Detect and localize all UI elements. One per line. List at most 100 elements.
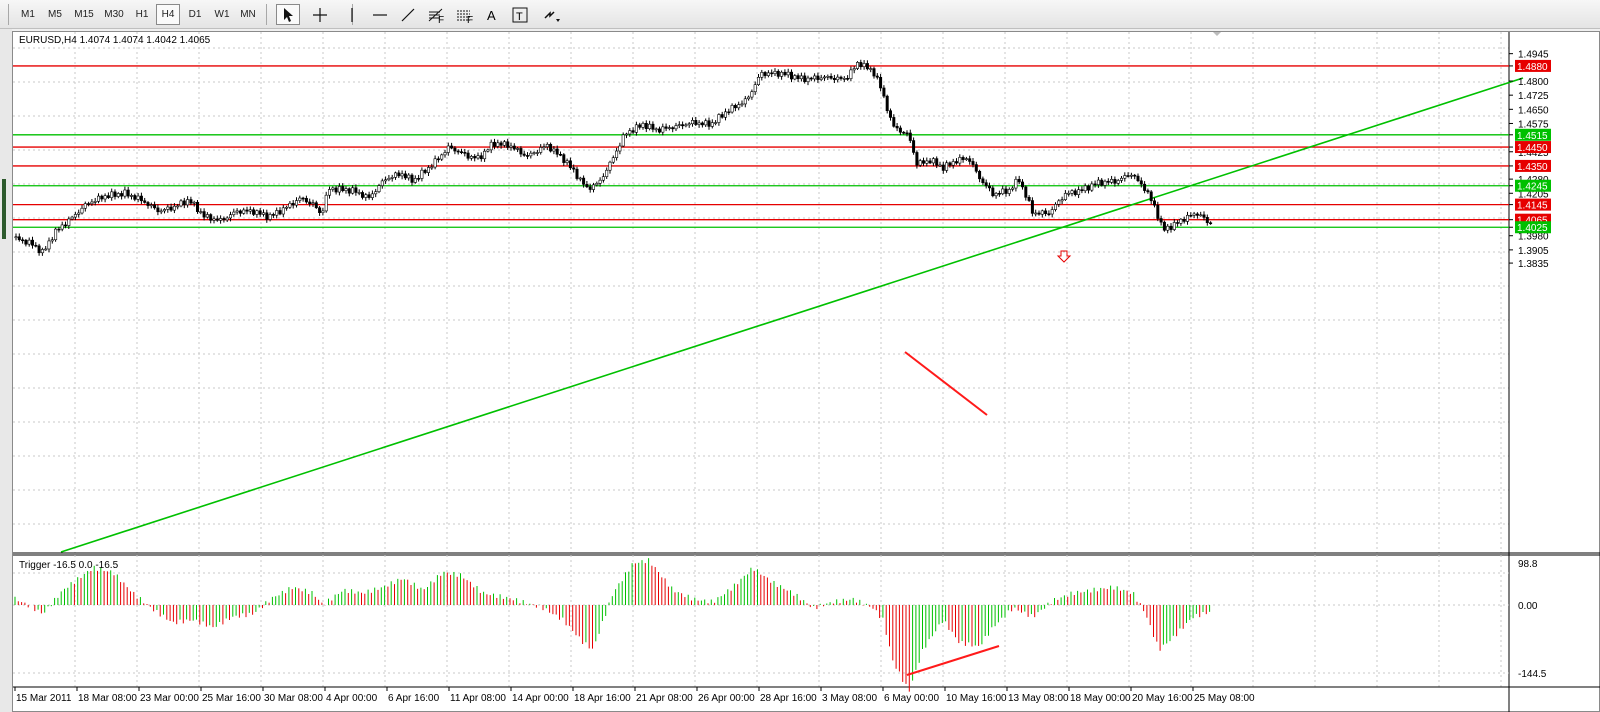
candle bbox=[143, 197, 147, 204]
candle bbox=[255, 209, 259, 218]
timeframe-h4-button[interactable]: H4 bbox=[156, 4, 180, 25]
candle bbox=[189, 196, 193, 206]
candle bbox=[1047, 210, 1051, 217]
timeframe-m1-button[interactable]: M1 bbox=[21, 9, 35, 20]
candle bbox=[542, 143, 546, 151]
candle bbox=[1083, 183, 1087, 194]
candle bbox=[961, 155, 965, 163]
sell-arrow-icon[interactable] bbox=[1056, 250, 1072, 263]
candle bbox=[113, 189, 117, 200]
timeframe-w1-button[interactable]: W1 bbox=[214, 9, 230, 20]
candle bbox=[549, 142, 553, 153]
candle bbox=[674, 122, 678, 131]
candle bbox=[978, 169, 982, 183]
candle bbox=[1004, 185, 1008, 197]
candle bbox=[941, 161, 945, 174]
candle bbox=[737, 101, 741, 111]
time-tick-label: 23 Mar 00:00 bbox=[140, 693, 199, 704]
candle bbox=[1017, 175, 1021, 185]
price-tick-label: 1.4800 bbox=[1518, 77, 1549, 88]
level-label: 1.4880 bbox=[1517, 62, 1548, 73]
level-label: 1.4065 bbox=[1517, 216, 1548, 227]
candle bbox=[252, 207, 256, 217]
cursor-icon[interactable] bbox=[276, 4, 300, 25]
text-label-icon[interactable]: T bbox=[508, 4, 532, 25]
window-grip[interactable] bbox=[2, 179, 6, 239]
time-tick-label: 3 May 08:00 bbox=[822, 693, 877, 704]
candle bbox=[136, 193, 140, 203]
candle bbox=[179, 199, 183, 208]
vertical-line-icon[interactable] bbox=[340, 4, 364, 25]
candle bbox=[426, 165, 430, 176]
timeframe-d1-button[interactable]: D1 bbox=[188, 9, 202, 20]
left-gutter bbox=[0, 29, 12, 712]
timeframe-m15-button[interactable]: M15 bbox=[74, 9, 94, 20]
time-tick-label: 14 Apr 00:00 bbox=[512, 693, 569, 704]
candle bbox=[605, 167, 609, 179]
candle bbox=[1172, 219, 1176, 232]
level-label-box bbox=[1515, 179, 1551, 192]
candle bbox=[298, 195, 302, 203]
time-tick-label: 18 Mar 08:00 bbox=[78, 693, 137, 704]
crosshair-icon[interactable] bbox=[308, 4, 332, 25]
candle bbox=[509, 142, 513, 151]
horizontal-line-icon[interactable] bbox=[368, 4, 392, 25]
level-label: 1.4450 bbox=[1517, 143, 1548, 154]
candle bbox=[87, 201, 91, 207]
level-lines[interactable] bbox=[13, 65, 1509, 228]
candle bbox=[677, 121, 681, 129]
candle bbox=[308, 198, 312, 207]
candle bbox=[97, 193, 101, 204]
candle bbox=[809, 76, 813, 82]
candle bbox=[938, 161, 942, 168]
candle bbox=[832, 74, 836, 84]
candle bbox=[987, 182, 991, 192]
candle bbox=[948, 161, 952, 168]
candle bbox=[21, 237, 25, 244]
candle bbox=[855, 61, 859, 70]
level-label-box bbox=[1515, 159, 1551, 172]
arrows-icon[interactable] bbox=[540, 4, 570, 25]
level-label-box bbox=[1515, 221, 1551, 234]
price-tick-label: 1.4725 bbox=[1518, 91, 1549, 102]
candle bbox=[888, 108, 892, 121]
timeframe-mn-button[interactable]: MN bbox=[240, 9, 256, 20]
time-tick-label: 11 Apr 08:00 bbox=[450, 693, 506, 704]
candle bbox=[1027, 195, 1031, 202]
candle bbox=[638, 122, 642, 130]
candle bbox=[93, 197, 97, 206]
candle bbox=[747, 95, 751, 101]
trendline-divergence-indicator bbox=[906, 645, 1000, 676]
candle bbox=[618, 142, 622, 155]
candle bbox=[1129, 172, 1133, 179]
time-tick-label: 25 Mar 16:00 bbox=[202, 693, 261, 704]
gann-fan-icon[interactable]: F bbox=[452, 4, 476, 25]
trendline-ascending bbox=[60, 77, 1524, 553]
timeframe-m30-button[interactable]: M30 bbox=[104, 9, 124, 20]
candle bbox=[697, 120, 701, 128]
candle bbox=[681, 121, 685, 130]
candle bbox=[450, 142, 454, 150]
candle bbox=[1179, 218, 1183, 226]
text-icon[interactable]: A bbox=[480, 4, 504, 25]
candle bbox=[671, 126, 675, 133]
timeframe-m5-button[interactable]: M5 bbox=[48, 9, 62, 20]
candle bbox=[420, 167, 424, 182]
candle bbox=[585, 180, 589, 189]
trend-lines[interactable] bbox=[60, 77, 1524, 553]
candle bbox=[499, 140, 503, 149]
candle bbox=[83, 201, 87, 212]
candle bbox=[301, 196, 305, 202]
trendline-icon[interactable] bbox=[396, 4, 420, 25]
candle bbox=[262, 209, 266, 217]
candle bbox=[519, 146, 523, 158]
candle bbox=[123, 186, 127, 199]
fibonacci-icon[interactable]: F bbox=[424, 4, 448, 25]
timeframe-h1-button[interactable]: H1 bbox=[135, 9, 149, 20]
candle bbox=[822, 74, 826, 81]
candle bbox=[364, 192, 368, 201]
candle bbox=[1073, 188, 1077, 197]
